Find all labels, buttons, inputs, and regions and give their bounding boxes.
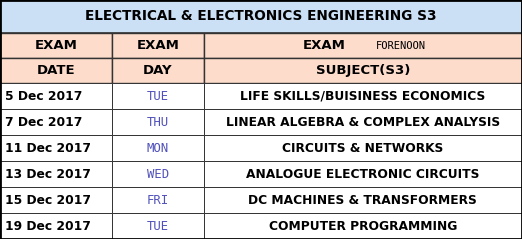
Bar (204, 187, 522, 213)
Text: 7 Dec 2017: 7 Dec 2017 (5, 116, 82, 129)
Text: LIFE SKILLS/BUISINESS ECONOMICS: LIFE SKILLS/BUISINESS ECONOMICS (240, 90, 485, 103)
Text: FORENOON: FORENOON (376, 41, 426, 50)
Text: WED: WED (147, 168, 169, 181)
Text: TUE: TUE (147, 90, 169, 103)
Text: 19 Dec 2017: 19 Dec 2017 (5, 219, 91, 233)
Bar (0, 83, 112, 109)
Text: DAY: DAY (143, 64, 173, 77)
Text: 5 Dec 2017: 5 Dec 2017 (5, 90, 82, 103)
Bar (0, 161, 112, 187)
Text: CIRCUITS & NETWORKS: CIRCUITS & NETWORKS (282, 141, 443, 155)
Bar (0, 135, 112, 161)
Text: ELECTRICAL & ELECTRONICS ENGINEERING S3: ELECTRICAL & ELECTRONICS ENGINEERING S3 (85, 10, 437, 23)
Text: 11 Dec 2017: 11 Dec 2017 (5, 141, 91, 155)
Text: MON: MON (147, 141, 169, 155)
Text: TUE: TUE (147, 219, 169, 233)
Text: LINEAR ALGEBRA & COMPLEX ANALYSIS: LINEAR ALGEBRA & COMPLEX ANALYSIS (226, 116, 500, 129)
Bar (204, 83, 522, 109)
Text: DATE: DATE (37, 64, 75, 77)
Text: DC MACHINES & TRANSFORMERS: DC MACHINES & TRANSFORMERS (248, 194, 477, 206)
Bar (0, 213, 112, 239)
Text: EXAM: EXAM (136, 39, 180, 52)
Bar (0, 109, 112, 135)
Text: ANALOGUE ELECTRONIC CIRCUITS: ANALOGUE ELECTRONIC CIRCUITS (246, 168, 480, 181)
Bar (0, 0, 522, 33)
Bar (112, 187, 204, 213)
Bar (204, 33, 522, 58)
Bar (112, 58, 204, 83)
Bar (112, 135, 204, 161)
Bar (204, 109, 522, 135)
Bar (204, 135, 522, 161)
Bar (112, 33, 204, 58)
Text: 15 Dec 2017: 15 Dec 2017 (5, 194, 91, 206)
Bar (112, 161, 204, 187)
Bar (204, 161, 522, 187)
Text: 13 Dec 2017: 13 Dec 2017 (5, 168, 91, 181)
Bar (204, 58, 522, 83)
Bar (0, 187, 112, 213)
Bar (112, 83, 204, 109)
Bar (112, 213, 204, 239)
Text: COMPUTER PROGRAMMING: COMPUTER PROGRAMMING (269, 219, 457, 233)
Bar (0, 33, 112, 58)
Text: THU: THU (147, 116, 169, 129)
Text: EXAM: EXAM (34, 39, 78, 52)
Text: EXAM: EXAM (303, 39, 346, 52)
Text: SUBJECT(S3): SUBJECT(S3) (316, 64, 410, 77)
Bar (0, 58, 112, 83)
Bar (204, 213, 522, 239)
Bar (112, 109, 204, 135)
Text: FRI: FRI (147, 194, 169, 206)
